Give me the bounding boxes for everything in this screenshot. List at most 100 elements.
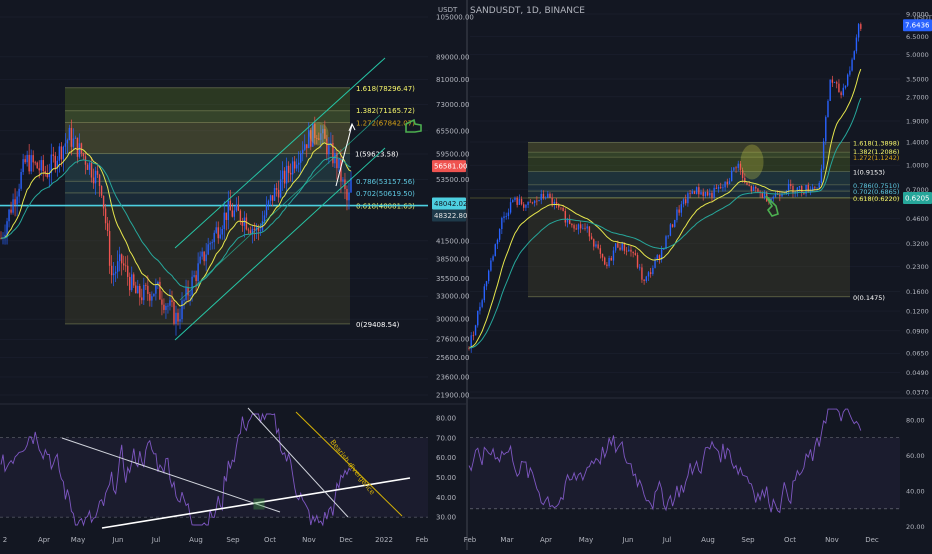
left-candle-body (314, 123, 316, 139)
right-candle-body (645, 276, 647, 281)
right-level-tag: 0.6205 (905, 195, 930, 203)
right-candle-body (674, 220, 676, 227)
left-candle-body (58, 146, 61, 161)
left-candle-body (28, 154, 30, 172)
left-candle-body (139, 285, 141, 298)
right-candle-body (735, 167, 737, 169)
left-candle-body (153, 293, 155, 297)
right-candle-body (625, 250, 628, 252)
left-candle-body (114, 271, 117, 274)
left-price-tick: 41500.00 (436, 237, 469, 245)
left-candle-body (269, 195, 272, 201)
left-candle-body (141, 297, 143, 301)
left-candle-body (328, 144, 330, 155)
left-ema-slow (0, 156, 352, 289)
left-candle-body (48, 172, 50, 178)
right-price-tick: 0.2300 (906, 263, 929, 271)
left-candle-body (155, 284, 157, 294)
left-candle-body (316, 138, 318, 139)
left-candle-body (76, 137, 79, 157)
right-candle-body (730, 170, 733, 182)
left-candle-body (68, 127, 71, 141)
right-price-tick: 9.0000 (906, 11, 929, 19)
left-candle-body (171, 300, 173, 303)
left-candle-body (189, 295, 191, 296)
right-candle-body (496, 239, 499, 245)
left-candle-body (241, 220, 244, 226)
left-candle-body (8, 209, 10, 222)
left-time-tick: May (71, 536, 85, 544)
left-candle-body (10, 209, 12, 213)
left-candle-body (251, 228, 254, 234)
left-candle-body (54, 155, 57, 169)
right-candle-body (516, 197, 518, 205)
right-candle-body (505, 215, 507, 217)
right-candle-body (652, 267, 654, 274)
left-candle-body (283, 170, 286, 184)
right-candle-body (584, 227, 586, 229)
left-candle-body (320, 133, 322, 140)
left-channel-lower (174, 147, 386, 341)
right-rsi-tick: 80.00 (906, 416, 925, 424)
left-candle-body (82, 153, 85, 157)
left-price-tick: 59500.00 (436, 150, 469, 158)
left-candle-body (287, 165, 290, 173)
left-highlight-ellipse (309, 122, 329, 146)
left-price-tick: 21900.00 (436, 392, 469, 400)
left-candle-body (326, 138, 328, 155)
right-candle-body (787, 183, 790, 191)
left-candle-body (213, 232, 215, 243)
right-candle-body (621, 242, 623, 250)
right-candle-body (728, 181, 731, 185)
left-candle-body (185, 286, 187, 300)
left-candle-body (129, 276, 131, 291)
left-candle-body (88, 162, 91, 170)
right-candle-body (558, 204, 560, 208)
right-candle-body (509, 202, 512, 213)
right-candle-body (779, 194, 781, 197)
left-candle-body (108, 231, 111, 266)
right-candle-body (468, 348, 470, 349)
right-candle-body (805, 184, 807, 194)
left-fib-zone (65, 205, 350, 324)
left-candle-body (308, 130, 310, 149)
left-time-tick: 2022 (375, 536, 393, 544)
left-candle-body (245, 217, 248, 230)
left-candle-body (42, 160, 44, 172)
right-candle-body (575, 228, 577, 230)
right-candle-body (472, 335, 475, 337)
left-candle-body (173, 302, 175, 324)
right-fib-zone (528, 157, 850, 172)
left-candle-body (143, 284, 145, 301)
right-candle-body (503, 216, 505, 218)
left-candle-body (273, 188, 276, 201)
right-candle-body (658, 255, 661, 260)
right-candle-body (763, 192, 766, 198)
left-candle-body (24, 159, 26, 163)
right-candle-body (669, 224, 672, 236)
left-candle-body (277, 189, 280, 198)
left-time-tick: Feb (416, 536, 429, 544)
left-candle-body (239, 210, 242, 221)
right-candle-body (715, 187, 718, 189)
right-time-tick: Nov (825, 536, 839, 544)
left-candle-body (334, 153, 336, 164)
right-current-price-tag: 7.6436 (905, 22, 930, 30)
right-candle-body (481, 300, 483, 307)
right-price-tick: 0.7000 (906, 186, 929, 194)
right-candle-body (551, 197, 553, 205)
right-ema-slow (468, 97, 862, 349)
left-time-tick: Aug (189, 536, 203, 544)
right-candle-body (846, 74, 849, 86)
left-candle-body (38, 168, 40, 171)
left-rsi-divergence-line (295, 411, 403, 517)
left-candle-body (289, 172, 292, 175)
right-candle-body (588, 226, 591, 237)
left-level-tag-1-bg (432, 197, 466, 210)
right-candle-body (474, 325, 477, 336)
right-candle-body (533, 200, 536, 203)
right-candle-body (676, 209, 678, 221)
right-candle-body (792, 185, 794, 194)
right-candle-body (733, 167, 735, 171)
left-candle-body (179, 319, 181, 322)
